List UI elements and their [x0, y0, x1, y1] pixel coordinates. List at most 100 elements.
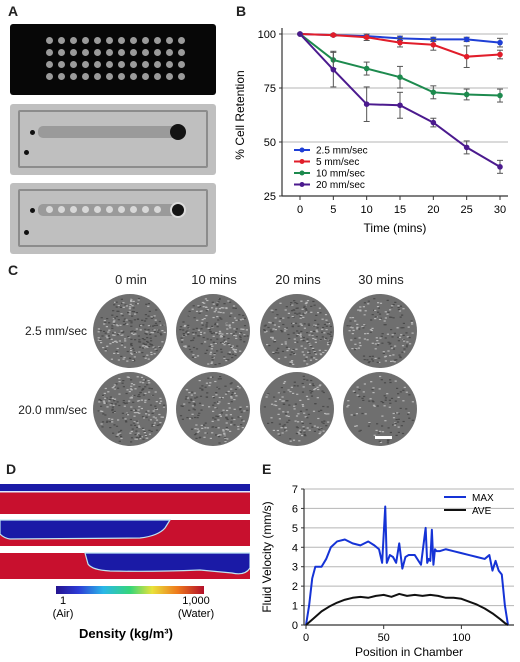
cell-retention-chart: 25 50 75 100 0 5 10 15 20 25 30 Time (mins) % Cell R…	[233, 28, 508, 235]
array-spot	[94, 73, 101, 80]
y-tick-label: 1	[292, 601, 298, 613]
cell-micrograph	[260, 372, 334, 446]
colorbar-water-label: (Water)	[178, 608, 214, 620]
data-point	[397, 102, 403, 109]
y-tick-label: 5	[292, 523, 298, 535]
series-1	[297, 31, 503, 68]
x-tick-label: 10	[361, 204, 373, 216]
panel-c-label: C	[8, 262, 19, 278]
microchip-array-image	[10, 24, 216, 95]
array-spot	[178, 37, 185, 44]
cell-micrograph	[93, 372, 167, 446]
array-spot	[154, 73, 161, 80]
x-tick-label: 100	[452, 632, 470, 644]
array-spot	[58, 49, 65, 56]
data-point	[430, 89, 437, 96]
density-strip-mid	[0, 519, 250, 546]
y-tick-label: 50	[264, 137, 276, 149]
data-point	[363, 65, 370, 72]
data-point	[497, 51, 503, 58]
array-spot	[94, 37, 101, 44]
array-spot	[46, 73, 53, 80]
x-tick-label: 0	[297, 204, 303, 216]
data-point	[297, 31, 303, 37]
array-spot	[106, 37, 113, 44]
panel-a-label: A	[8, 3, 19, 19]
x-tick-label: 30	[494, 204, 506, 216]
array-spot	[166, 49, 173, 56]
array-spot	[46, 49, 53, 56]
row-label-2-5: 2.5 mm/sec	[24, 324, 87, 338]
array-spot	[154, 49, 161, 56]
array-spot	[106, 49, 113, 56]
array-spot	[58, 73, 65, 80]
y-tick-label: 2	[292, 581, 298, 593]
x-tick-label: 20	[427, 204, 439, 216]
array-spot	[118, 73, 125, 80]
array-spot	[82, 49, 89, 56]
array-spot	[46, 61, 53, 68]
data-point	[463, 53, 470, 60]
inlet-port	[30, 208, 35, 213]
chamber-well	[106, 206, 113, 213]
density-strip-initial	[0, 484, 250, 514]
chamber-well	[94, 206, 101, 213]
chamber-well	[82, 206, 89, 213]
colorbar-max-label: 1,000	[182, 595, 210, 607]
side-port	[24, 230, 29, 235]
array-spot	[70, 37, 77, 44]
data-point	[363, 101, 370, 107]
array-spot	[178, 49, 185, 56]
legend-label: 5 mm/sec	[316, 157, 359, 168]
side-port	[24, 150, 29, 155]
scale-bar	[375, 436, 392, 439]
cell-micrograph	[93, 294, 167, 368]
x-tick-label: 0	[303, 632, 309, 644]
array-spot	[178, 73, 185, 80]
x-tick-label: 50	[378, 632, 390, 644]
array-spot	[166, 73, 173, 80]
column-label-30min: 30 mins	[358, 272, 404, 287]
array-spot	[154, 61, 161, 68]
legend-marker	[299, 159, 305, 164]
array-spot	[94, 61, 101, 68]
flow-chamber-with-wells-image	[10, 183, 216, 254]
data-point	[430, 119, 437, 126]
data-point	[430, 42, 437, 48]
array-spot	[70, 49, 77, 56]
legend-marker	[299, 147, 305, 153]
row-label-20-0: 20.0 mm/sec	[18, 403, 87, 417]
cell-micrograph	[343, 372, 417, 446]
column-label-0min: 0 min	[115, 272, 147, 287]
data-point	[497, 92, 503, 99]
panel-b-label: B	[236, 3, 247, 19]
legend-label: AVE	[472, 506, 492, 517]
array-spot	[118, 37, 125, 44]
colorbar-title: Density (kg/m³)	[79, 626, 173, 641]
array-spot	[130, 37, 137, 44]
series-line-ave	[305, 592, 509, 626]
cell-micrograph	[176, 372, 250, 446]
data-point	[463, 36, 470, 43]
array-spot	[82, 37, 89, 44]
cell-micrograph	[343, 294, 417, 368]
array-spot	[46, 37, 53, 44]
array-spot	[142, 73, 149, 80]
chamber-well	[46, 206, 53, 213]
array-spot	[178, 61, 185, 68]
x-axis-title: Time (mins)	[364, 221, 427, 235]
array-spot	[166, 37, 173, 44]
array-spot	[118, 49, 125, 56]
chamber-well	[70, 206, 77, 213]
array-spot	[70, 73, 77, 80]
y-tick-label: 25	[264, 191, 276, 203]
y-tick-label: 75	[264, 83, 276, 95]
array-spot	[130, 49, 137, 56]
x-tick-label: 5	[330, 204, 336, 216]
chamber-well	[130, 206, 137, 213]
chamber-well	[142, 206, 149, 213]
data-point	[397, 74, 403, 80]
y-tick-label: 0	[292, 620, 298, 632]
legend-label: MAX	[472, 493, 494, 504]
